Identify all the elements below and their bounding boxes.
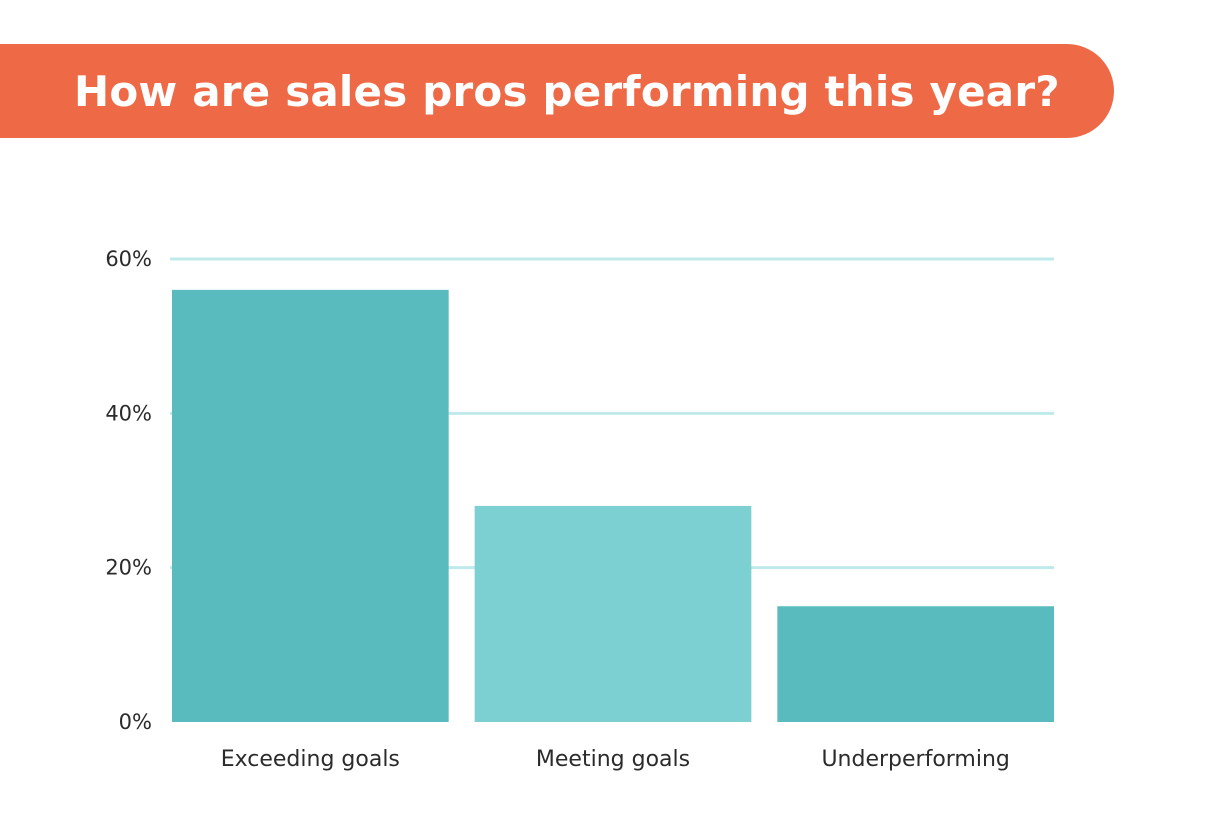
- title-banner: How are sales pros performing this year?: [0, 44, 1114, 138]
- bar-exceeding-goals: [172, 289, 449, 722]
- y-tick-label: 40%: [105, 401, 152, 425]
- y-tick-label: 0%: [119, 710, 152, 734]
- y-tick-label: 20%: [105, 556, 152, 580]
- chart-title: How are sales pros performing this year?: [74, 66, 1060, 116]
- bar-meeting-goals: [474, 505, 752, 722]
- x-category-label: Exceeding goals: [221, 747, 400, 772]
- x-category-label: Meeting goals: [536, 747, 690, 772]
- y-axis-ticks: 0% 20% 40% 60%: [105, 247, 152, 734]
- x-category-label: Underperforming: [821, 747, 1009, 772]
- bars: [172, 289, 1054, 722]
- y-tick-label: 60%: [105, 247, 152, 271]
- bar-underperforming: [777, 606, 1054, 722]
- x-axis-labels: Exceeding goals Meeting goals Underperform…: [221, 747, 1010, 772]
